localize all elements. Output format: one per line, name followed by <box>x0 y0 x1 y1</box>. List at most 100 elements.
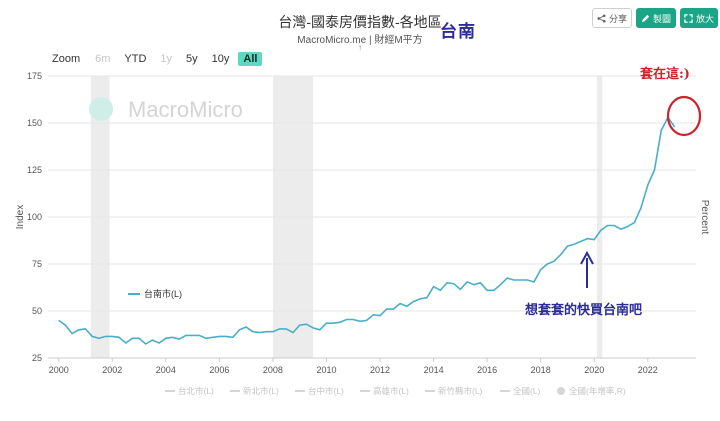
data-point[interactable] <box>633 221 635 223</box>
data-point[interactable] <box>345 318 347 320</box>
data-point[interactable] <box>600 229 602 231</box>
data-point[interactable] <box>225 335 227 337</box>
data-point[interactable] <box>640 206 642 208</box>
data-point[interactable] <box>673 126 675 128</box>
bottom-legend-item[interactable]: 台中市(L) <box>295 386 344 396</box>
data-point[interactable] <box>218 335 220 337</box>
bottom-legend-item[interactable]: 台北市(L) <box>165 386 214 396</box>
expand-button[interactable]: 放大 <box>680 8 718 28</box>
data-point[interactable] <box>352 318 354 320</box>
data-point[interactable] <box>399 302 401 304</box>
data-point[interactable] <box>178 338 180 340</box>
bottom-legend-item[interactable]: 高雄市(L) <box>360 386 409 396</box>
data-point[interactable] <box>647 184 649 186</box>
data-point[interactable] <box>138 337 140 339</box>
data-point[interactable] <box>339 321 341 323</box>
range-5y-button[interactable]: 5y <box>186 53 198 65</box>
data-point[interactable] <box>272 331 274 333</box>
data-point[interactable] <box>412 300 414 302</box>
data-point[interactable] <box>372 314 374 316</box>
data-point[interactable] <box>573 243 575 245</box>
data-point[interactable] <box>560 253 562 255</box>
data-point[interactable] <box>493 289 495 291</box>
data-point[interactable] <box>486 289 488 291</box>
data-point[interactable] <box>479 282 481 284</box>
data-point[interactable] <box>365 319 367 321</box>
data-point[interactable] <box>111 335 113 337</box>
data-point[interactable] <box>319 329 321 331</box>
data-point[interactable] <box>299 324 301 326</box>
data-point[interactable] <box>426 297 428 299</box>
data-point[interactable] <box>104 335 106 337</box>
data-point[interactable] <box>660 129 662 131</box>
range-10y-button[interactable]: 10y <box>211 53 230 65</box>
data-point[interactable] <box>238 329 240 331</box>
range-ytd-button[interactable]: YTD <box>124 53 147 65</box>
data-point[interactable] <box>58 319 60 321</box>
data-point[interactable] <box>185 334 187 336</box>
data-point[interactable] <box>191 334 193 336</box>
data-point[interactable] <box>540 268 542 270</box>
data-point[interactable] <box>627 225 629 227</box>
data-point[interactable] <box>606 224 608 226</box>
data-point[interactable] <box>292 331 294 333</box>
data-point[interactable] <box>232 336 234 338</box>
data-point[interactable] <box>620 228 622 230</box>
data-point[interactable] <box>553 260 555 262</box>
data-point[interactable] <box>473 284 475 286</box>
data-point[interactable] <box>84 328 86 330</box>
data-point[interactable] <box>91 335 93 337</box>
data-point[interactable] <box>419 298 421 300</box>
data-point[interactable] <box>325 322 327 324</box>
data-point[interactable] <box>151 339 153 341</box>
bottom-legend-item[interactable]: 全國(L) <box>500 386 541 396</box>
data-point[interactable] <box>546 263 548 265</box>
data-point[interactable] <box>446 282 448 284</box>
data-point[interactable] <box>158 342 160 344</box>
data-point[interactable] <box>332 322 334 324</box>
data-point[interactable] <box>459 288 461 290</box>
data-point[interactable] <box>285 328 287 330</box>
data-point[interactable] <box>526 279 528 281</box>
data-point[interactable] <box>406 305 408 307</box>
data-point[interactable] <box>258 331 260 333</box>
data-point[interactable] <box>78 329 80 331</box>
data-point[interactable] <box>98 337 100 339</box>
data-point[interactable] <box>305 323 307 325</box>
data-point[interactable] <box>131 337 133 339</box>
range-6m-button[interactable]: 6m <box>95 53 111 65</box>
range-1y-button[interactable]: 1y <box>160 53 173 65</box>
data-point[interactable] <box>252 331 254 333</box>
bottom-legend-item[interactable]: 新竹縣市(L) <box>425 386 483 396</box>
data-point[interactable] <box>580 240 582 242</box>
bottom-legend-item[interactable]: 全國(年增率,R) <box>557 386 626 396</box>
range-all-button[interactable]: All <box>238 52 263 66</box>
data-point[interactable] <box>566 245 568 247</box>
data-point[interactable] <box>265 331 267 333</box>
data-point[interactable] <box>145 343 147 345</box>
data-point[interactable] <box>466 281 468 283</box>
data-point[interactable] <box>392 308 394 310</box>
data-point[interactable] <box>379 315 381 317</box>
data-point[interactable] <box>499 284 501 286</box>
legend-inside[interactable]: 台南市(L) <box>128 288 182 299</box>
data-point[interactable] <box>64 324 66 326</box>
data-point[interactable] <box>198 334 200 336</box>
draw-button[interactable]: 製圖 <box>636 8 676 28</box>
data-point[interactable] <box>653 169 655 171</box>
data-point[interactable] <box>533 281 535 283</box>
data-point[interactable] <box>71 332 73 334</box>
data-point[interactable] <box>359 320 361 322</box>
data-point[interactable] <box>171 336 173 338</box>
data-point[interactable] <box>439 289 441 291</box>
data-point[interactable] <box>519 279 521 281</box>
data-point[interactable] <box>513 279 515 281</box>
data-point[interactable] <box>165 337 167 339</box>
data-point[interactable] <box>245 326 247 328</box>
data-point[interactable] <box>453 283 455 285</box>
data-point[interactable] <box>278 328 280 330</box>
bottom-legend-item[interactable]: 新北市(L) <box>230 386 279 396</box>
data-point[interactable] <box>212 336 214 338</box>
share-button[interactable]: 分享 <box>592 8 632 28</box>
data-point[interactable] <box>312 327 314 329</box>
